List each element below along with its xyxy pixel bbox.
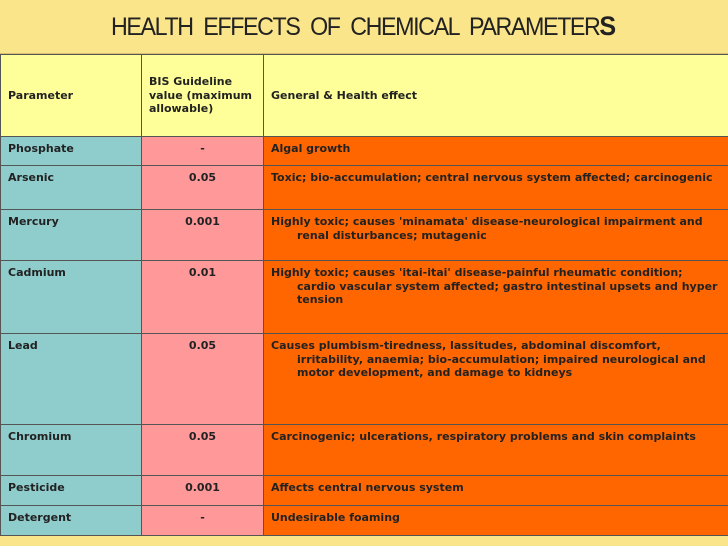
- cell-parameter: Detergent: [0, 505, 142, 536]
- page-title-last-letter: S: [599, 11, 617, 41]
- table-header-row: Parameter BIS Guideline value (maximum a…: [0, 54, 728, 137]
- effect-text: Highly toxic; causes 'minamata' disease-…: [271, 215, 703, 242]
- cell-value: 0.001: [141, 209, 264, 261]
- cell-value: 0.05: [141, 424, 264, 476]
- cell-effect: Undesirable foaming: [263, 505, 728, 536]
- page-title-text: HEALTH EFFECTS OF CHEMICAL PARAMETER: [111, 13, 601, 41]
- cell-effect: Toxic; bio-accumulation; central nervous…: [263, 165, 728, 210]
- table-row: Chromium 0.05 Carcinogenic; ulcerations,…: [0, 424, 728, 476]
- cell-effect: Carcinogenic; ulcerations, respiratory p…: [263, 424, 728, 476]
- effect-text: Affects central nervous system: [271, 481, 464, 494]
- cell-value: 0.001: [141, 475, 264, 506]
- header-guideline: BIS Guideline value (maximum allowable): [141, 54, 264, 137]
- cell-effect: Causes plumbism-tiredness, lassitudes, a…: [263, 333, 728, 425]
- table-row: Pesticide 0.001 Affects central nervous …: [0, 475, 728, 506]
- cell-parameter: Cadmium: [0, 260, 142, 334]
- header-parameter: Parameter: [0, 54, 142, 137]
- table-row: Mercury 0.001 Highly toxic; causes 'mina…: [0, 209, 728, 261]
- title-bar: HEALTH EFFECTS OF CHEMICAL PARAMETERS: [0, 0, 728, 54]
- cell-parameter: Chromium: [0, 424, 142, 476]
- effect-text: Toxic; bio-accumulation; central nervous…: [271, 171, 713, 184]
- cell-value: 0.01: [141, 260, 264, 334]
- effect-text: Highly toxic; causes 'itai-itai' disease…: [271, 266, 718, 306]
- cell-effect: Highly toxic; causes 'itai-itai' disease…: [263, 260, 728, 334]
- cell-effect: Algal growth: [263, 136, 728, 166]
- table-row: Detergent - Undesirable foaming: [0, 505, 728, 536]
- cell-value: -: [141, 136, 264, 166]
- effect-text: Undesirable foaming: [271, 511, 400, 524]
- page-title: HEALTH EFFECTS OF CHEMICAL PARAMETERS: [111, 11, 616, 42]
- table-row: Lead 0.05 Causes plumbism-tiredness, las…: [0, 333, 728, 425]
- health-effects-table: Parameter BIS Guideline value (maximum a…: [0, 54, 728, 536]
- cell-value: 0.05: [141, 165, 264, 210]
- table-row: Arsenic 0.05 Toxic; bio-accumulation; ce…: [0, 165, 728, 210]
- table-row: Phosphate - Algal growth: [0, 136, 728, 166]
- cell-parameter: Mercury: [0, 209, 142, 261]
- cell-value: 0.05: [141, 333, 264, 425]
- cell-parameter: Arsenic: [0, 165, 142, 210]
- effect-text: Algal growth: [271, 142, 351, 155]
- cell-effect: Highly toxic; causes 'minamata' disease-…: [263, 209, 728, 261]
- cell-effect: Affects central nervous system: [263, 475, 728, 506]
- cell-value: -: [141, 505, 264, 536]
- header-effect: General & Health effect: [263, 54, 728, 137]
- table-row: Cadmium 0.01 Highly toxic; causes 'itai-…: [0, 260, 728, 334]
- cell-parameter: Lead: [0, 333, 142, 425]
- effect-text: Causes plumbism-tiredness, lassitudes, a…: [271, 339, 706, 379]
- cell-parameter: Phosphate: [0, 136, 142, 166]
- effect-text: Carcinogenic; ulcerations, respiratory p…: [271, 430, 696, 443]
- cell-parameter: Pesticide: [0, 475, 142, 506]
